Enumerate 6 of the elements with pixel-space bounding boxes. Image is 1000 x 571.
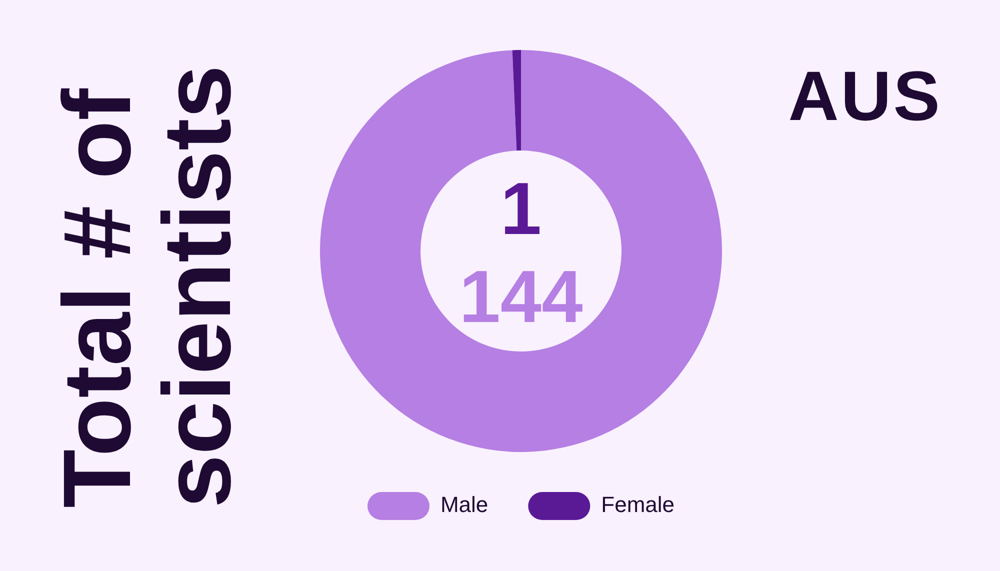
data-label: 144 (459, 255, 583, 338)
legend-label: Female (601, 492, 675, 518)
text: AUS (788, 57, 942, 135)
legend-label: Male (440, 492, 488, 518)
text: Total # of scientists (44, 64, 251, 508)
data-label: 1 (500, 167, 542, 250)
